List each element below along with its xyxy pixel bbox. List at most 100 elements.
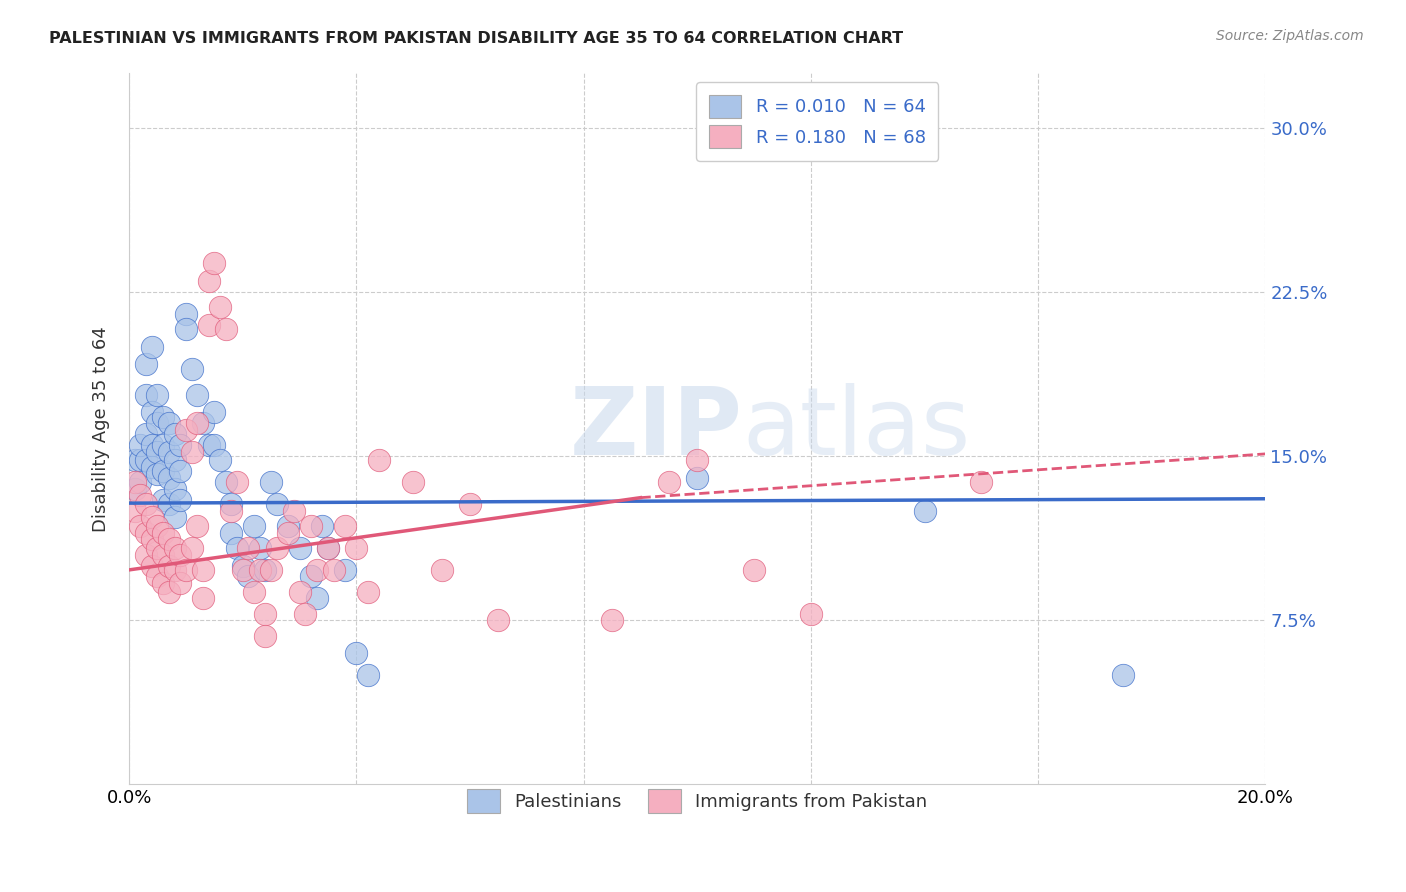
Point (146, 569, 169, 583)
Point (914, 504, 936, 518)
Point (129, 475, 152, 490)
Point (163, 453, 186, 467)
Point (146, 444, 169, 458)
Point (152, 438, 174, 452)
Point (152, 548, 174, 562)
Point (238, 541, 260, 555)
Point (215, 475, 238, 490)
Point (658, 475, 681, 490)
Point (686, 471, 709, 485)
Point (135, 388, 157, 402)
Point (299, 569, 322, 583)
Point (221, 497, 243, 511)
Point (146, 541, 169, 555)
Point (686, 453, 709, 467)
Point (243, 584, 266, 599)
Point (430, 563, 453, 577)
Point (129, 488, 152, 502)
Point (141, 533, 163, 547)
Point (311, 519, 333, 533)
Point (141, 438, 163, 452)
Point (157, 533, 180, 547)
Point (283, 504, 305, 518)
Point (146, 388, 169, 402)
Text: ZIP: ZIP (569, 383, 742, 475)
Point (266, 541, 288, 555)
Point (277, 525, 299, 540)
Point (141, 558, 163, 573)
Point (163, 482, 186, 496)
Point (152, 576, 174, 591)
Point (600, 613, 623, 627)
Point (215, 322, 238, 336)
Point (191, 591, 214, 606)
Point (208, 453, 231, 467)
Point (191, 563, 214, 577)
Y-axis label: Disability Age 35 to 64: Disability Age 35 to 64 (93, 326, 110, 532)
Point (135, 427, 157, 442)
Point (135, 548, 157, 562)
Point (299, 519, 322, 533)
Point (221, 525, 243, 540)
Point (294, 607, 316, 621)
Point (202, 256, 225, 270)
Point (124, 453, 146, 467)
Point (169, 492, 191, 507)
Point (333, 519, 356, 533)
Point (135, 357, 157, 371)
Point (157, 558, 180, 573)
Point (202, 405, 225, 419)
Point (186, 388, 208, 402)
Point (288, 541, 311, 555)
Point (254, 607, 277, 621)
Point (316, 541, 339, 555)
Point (197, 318, 219, 332)
Point (208, 300, 231, 314)
Point (169, 576, 191, 591)
Point (249, 541, 271, 555)
Point (357, 584, 380, 599)
Point (316, 541, 339, 555)
Point (141, 460, 163, 475)
Point (800, 607, 823, 621)
Point (124, 482, 146, 496)
Point (157, 497, 180, 511)
Point (174, 307, 197, 321)
Point (180, 444, 202, 458)
Point (232, 563, 254, 577)
Point (152, 409, 174, 424)
Point (260, 563, 283, 577)
Point (163, 510, 186, 524)
Point (135, 497, 157, 511)
Point (180, 361, 202, 376)
Point (135, 525, 157, 540)
Point (174, 423, 197, 437)
Point (333, 563, 356, 577)
Point (254, 563, 277, 577)
Point (742, 563, 765, 577)
Point (169, 464, 191, 478)
Point (344, 541, 367, 555)
Point (197, 438, 219, 452)
Point (202, 438, 225, 452)
Point (305, 591, 328, 606)
Point (249, 563, 271, 577)
Point (486, 613, 509, 627)
Point (402, 475, 425, 490)
Point (157, 584, 180, 599)
Point (124, 475, 146, 490)
Legend: Palestinians, Immigrants from Pakistan: Palestinians, Immigrants from Pakistan (454, 777, 941, 825)
Point (152, 492, 174, 507)
Point (157, 416, 180, 430)
Point (157, 444, 180, 458)
Point (243, 519, 266, 533)
Text: atlas: atlas (742, 383, 972, 475)
Point (197, 274, 219, 288)
Point (344, 646, 367, 660)
Point (174, 322, 197, 336)
Point (169, 438, 191, 452)
Point (226, 475, 249, 490)
Point (152, 464, 174, 478)
Point (1112, 668, 1135, 682)
Point (458, 497, 481, 511)
